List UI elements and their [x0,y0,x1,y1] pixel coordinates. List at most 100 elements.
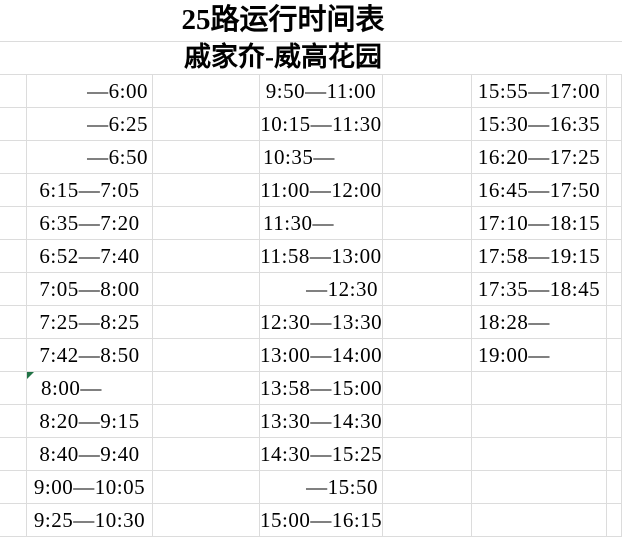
grid-cell[interactable] [383,75,472,108]
time-cell[interactable]: 13:30—14:30 [260,405,383,438]
grid-cell[interactable] [383,405,472,438]
grid-cell[interactable] [383,504,472,537]
route-endpoints-subtitle[interactable]: 戚家夼-威高花园 [184,42,382,72]
grid-cell[interactable] [383,471,472,504]
grid-cell[interactable] [153,141,260,174]
grid-cell[interactable] [472,471,607,504]
grid-cell[interactable] [0,75,27,108]
time-cell[interactable]: 15:55—17:00 [472,75,607,108]
grid-cell[interactable] [0,372,27,405]
grid-cell[interactable] [0,108,27,141]
time-cell[interactable]: —6:00 [27,75,153,108]
time-cell[interactable]: 7:42—8:50 [27,339,153,372]
grid-cell[interactable] [0,240,27,273]
grid-cell[interactable] [153,174,260,207]
time-cell[interactable]: 14:30—15:25 [260,438,383,471]
time-cell[interactable]: 17:10—18:15 [472,207,607,240]
time-cell[interactable]: —12:30 [260,273,383,306]
grid-cell[interactable] [0,438,27,471]
time-cell[interactable]: 13:00—14:00 [260,339,383,372]
time-cell[interactable]: —15:50 [260,471,383,504]
grid-cell[interactable] [383,240,472,273]
time-cell[interactable]: 13:58—15:00 [260,372,383,405]
grid-cell[interactable] [607,438,622,471]
grid-cell[interactable] [383,339,472,372]
time-cell[interactable]: 8:00— [27,372,153,405]
grid-cell[interactable] [383,438,472,471]
grid-cell[interactable] [153,471,260,504]
grid-cell[interactable] [472,438,607,471]
grid-cell[interactable] [607,240,622,273]
time-cell[interactable]: 9:00—10:05 [27,471,153,504]
time-cell[interactable]: 8:20—9:15 [27,405,153,438]
grid-cell[interactable] [153,75,260,108]
grid-cell[interactable] [383,372,472,405]
time-cell[interactable]: 16:20—17:25 [472,141,607,174]
grid-cell[interactable] [0,207,27,240]
time-cell[interactable]: 19:00— [472,339,607,372]
time-cell[interactable]: 15:30—16:35 [472,108,607,141]
grid-cell[interactable] [472,405,607,438]
grid-cell[interactable] [0,339,27,372]
grid-cell[interactable] [607,339,622,372]
time-cell[interactable]: 18:28— [472,306,607,339]
time-cell[interactable]: 15:00—16:15 [260,504,383,537]
grid-cell[interactable] [153,504,260,537]
time-cell[interactable]: 12:30—13:30 [260,306,383,339]
time-cell[interactable]: 17:58—19:15 [472,240,607,273]
grid-cell[interactable] [607,306,622,339]
grid-cell[interactable] [153,306,260,339]
grid-cell[interactable] [607,141,622,174]
grid-cell[interactable] [0,273,27,306]
grid-cell[interactable] [0,471,27,504]
grid-cell[interactable] [607,372,622,405]
grid-cell[interactable] [472,372,607,405]
grid-cell[interactable] [153,273,260,306]
time-cell[interactable]: 9:50—11:00 [260,75,383,108]
grid-cell[interactable] [383,306,472,339]
time-cell[interactable]: 11:00—12:00 [260,174,383,207]
time-cell[interactable]: 11:30— [260,207,383,240]
grid-cell[interactable] [153,438,260,471]
grid-cell[interactable] [607,207,622,240]
grid-cell[interactable] [153,405,260,438]
grid-cell[interactable] [0,306,27,339]
grid-cell[interactable] [607,405,622,438]
grid-cell[interactable] [153,207,260,240]
sheet-title[interactable]: 25路运行时间表 [181,4,385,36]
time-cell[interactable]: 16:45—17:50 [472,174,607,207]
time-cell[interactable]: 8:40—9:40 [27,438,153,471]
grid-cell[interactable] [153,372,260,405]
time-cell[interactable]: —6:50 [27,141,153,174]
grid-cell[interactable] [607,471,622,504]
grid-cell[interactable] [0,174,27,207]
grid-cell[interactable] [383,141,472,174]
time-cell[interactable]: 9:25—10:30 [27,504,153,537]
time-cell[interactable]: —6:25 [27,108,153,141]
grid-cell[interactable] [607,174,622,207]
time-cell[interactable]: 17:35—18:45 [472,273,607,306]
grid-cell[interactable] [153,108,260,141]
grid-cell[interactable] [607,504,622,537]
grid-cell[interactable] [472,504,607,537]
time-cell[interactable]: 10:35— [260,141,383,174]
grid-cell[interactable] [607,108,622,141]
time-cell[interactable]: 6:52—7:40 [27,240,153,273]
time-cell[interactable]: 6:15—7:05 [27,174,153,207]
grid-cell[interactable] [383,174,472,207]
time-cell[interactable]: 6:35—7:20 [27,207,153,240]
grid-cell[interactable] [383,108,472,141]
grid-cell[interactable] [383,207,472,240]
grid-cell[interactable] [607,75,622,108]
grid-cell[interactable] [0,504,27,537]
time-cell[interactable]: 10:15—11:30 [260,108,383,141]
time-cell[interactable]: 7:05—8:00 [27,273,153,306]
grid-cell[interactable] [153,339,260,372]
grid-cell[interactable] [0,405,27,438]
grid-cell[interactable] [0,141,27,174]
grid-cell[interactable] [607,273,622,306]
grid-cell[interactable] [153,240,260,273]
grid-cell[interactable] [383,273,472,306]
time-cell[interactable]: 7:25—8:25 [27,306,153,339]
time-cell[interactable]: 11:58—13:00 [260,240,383,273]
